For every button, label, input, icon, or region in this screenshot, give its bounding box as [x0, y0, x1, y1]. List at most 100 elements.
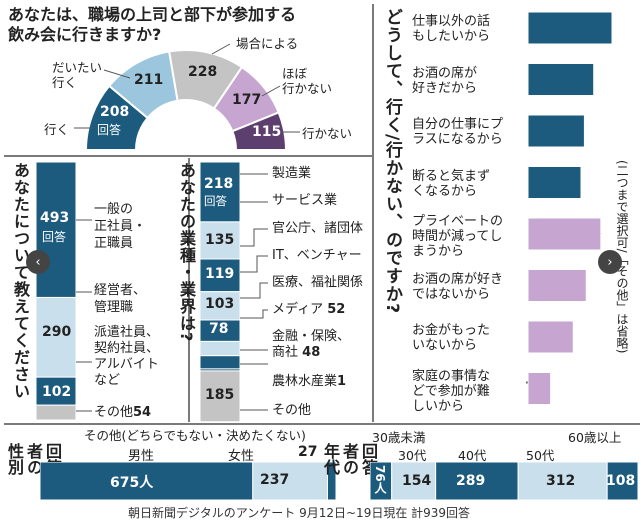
- q1-label-never: 行かない: [302, 126, 353, 141]
- q5-label-female: 女性: [228, 449, 255, 464]
- q4-reason-line: くなるから: [412, 183, 478, 199]
- q3-label-it: IT、ベンチャー: [272, 248, 362, 263]
- q3-unit-mfg: 回答: [204, 194, 227, 208]
- q2-unit-a: 回答: [42, 230, 67, 244]
- q6-value-s40: 289: [456, 473, 486, 489]
- q4-reason-label: 仕事以外の話 もしたいから: [412, 14, 490, 44]
- q3-label-svc: サービス業: [272, 193, 338, 208]
- q4-reason-line: もしたいから: [412, 29, 491, 44]
- q3-leader-lines: [240, 173, 268, 411]
- q3-bar-1: [200, 221, 240, 260]
- q2-label-a: 一般の 正社員・ 正職員: [94, 202, 147, 251]
- q6-stacked-bar: [370, 462, 639, 501]
- q2-title: あなたについて教えてください: [11, 162, 30, 400]
- q5-label-other: その他(どちらでもない・決めたくない): [84, 428, 306, 443]
- q6-label-o60: 60歳以上: [568, 430, 622, 445]
- q2-leader-lines: [76, 219, 92, 412]
- q4-note: (二つまで選択可/「その他」は省略): [615, 160, 629, 354]
- q5-stacked-bar: [40, 462, 337, 501]
- q4-reason-line: お酒の席が好き: [412, 271, 504, 287]
- q3-label-gov: 官公庁、諸団体: [272, 221, 364, 236]
- q6-value-s50: 312: [546, 473, 576, 489]
- q1-leader-lines: [74, 43, 300, 133]
- q4-reason-label: プライベートの 時間が減ってし まうから: [412, 214, 503, 259]
- q3-value-other: 185: [205, 387, 235, 403]
- q4-bar-2: [527, 114, 585, 148]
- q3-bar-5: [200, 340, 240, 357]
- q1-title: あなたは、職場の上司と部下が参加する 飲み会に行きますか?: [8, 5, 297, 44]
- q3-label-med: 医療、福祉関係: [272, 275, 364, 290]
- horizontal-divider-bottom: [4, 423, 640, 425]
- q4-reason-line: お金がもった: [412, 323, 491, 338]
- q4-reason-line: まうから: [412, 244, 465, 259]
- q6-bar-1: [391, 462, 437, 501]
- q3-label-fin: 金融・保険、 商社 48: [272, 329, 351, 360]
- q6-value-o60: 108: [606, 473, 636, 489]
- q3-stacked-bar: [200, 162, 240, 422]
- chevron-left-icon: ‹: [35, 254, 41, 270]
- q4-reason-line: 好きだから: [412, 80, 478, 96]
- q3-value-svc: 135: [205, 232, 235, 248]
- q4-reason-label: お酒の席が 好きだから: [412, 66, 477, 96]
- prev-slide-button[interactable]: ‹: [26, 250, 50, 274]
- q5-value-male: 675人: [110, 475, 154, 491]
- q3-bar-2: [200, 258, 240, 293]
- q5-bar-0: [40, 462, 254, 501]
- q3-value-agri: 1: [337, 374, 347, 389]
- q2-value-c: 102: [42, 384, 72, 400]
- q4-title: どうして、行く/行かない、のですか?: [382, 8, 402, 315]
- q4-reason-line: いないから: [412, 338, 478, 353]
- q4-reason-line: どで参加が難: [412, 383, 490, 399]
- q3-value-fin: 48: [302, 345, 321, 360]
- q1-value-mostly: 211: [134, 72, 164, 88]
- footer-source: 朝日新聞デジタルのアンケート 9月12日~19日現在 計939回答: [128, 506, 471, 520]
- q2-label-d: その他54: [94, 405, 152, 420]
- next-slide-button[interactable]: ›: [598, 250, 622, 274]
- q2-bar-3: [36, 404, 76, 421]
- horizontal-divider-top: [4, 155, 372, 157]
- q6-value-u30: 76人: [373, 465, 387, 494]
- q6-bar-4: [606, 462, 639, 501]
- q2-stacked-bar: [36, 162, 76, 421]
- q6-label-s40: 40代: [458, 448, 487, 463]
- q1-label-go: 行く: [44, 122, 70, 137]
- q1-value-depends: 228: [188, 64, 218, 80]
- q1-value-rarely: 177: [232, 92, 262, 108]
- q6-bar-2: [435, 462, 519, 501]
- q1-value-go: 208: [100, 104, 130, 120]
- q4-bar-7: [527, 372, 552, 405]
- q4-bar-5: [527, 269, 587, 302]
- q3-value-media: 52: [327, 302, 346, 317]
- q5-bar-2: [326, 462, 337, 501]
- vertical-divider-mid: [188, 158, 190, 422]
- chevron-right-icon: ›: [607, 254, 613, 270]
- q3-bar-8: [200, 370, 240, 422]
- q4-reason-line: 仕事以外の話: [412, 14, 491, 29]
- q2-value-b: 290: [42, 324, 72, 340]
- q4-reason-line: 自分の仕事にプ: [412, 117, 504, 132]
- q4-reason-label: 断ると気まず くなるから: [412, 169, 490, 199]
- q6-value-s30: 154: [402, 473, 432, 489]
- q3-value-it: 103: [205, 296, 235, 312]
- q3-bar-6: [200, 355, 240, 370]
- q6-title: 年代 者の 回答: [321, 443, 378, 475]
- q3-bar-3: [200, 291, 240, 321]
- q3-value-gov: 119: [205, 266, 235, 282]
- q4-bar-3: [527, 166, 582, 199]
- q4-reason-line: ではないから: [412, 286, 491, 302]
- q1-label-mostly: だいたい 行く: [52, 60, 103, 90]
- q4-reason-label: お酒の席が好き ではないから: [412, 272, 503, 302]
- q2-label-b: 経営者、 管理職: [94, 283, 147, 315]
- q4-reason-line: 時間が減ってし: [412, 229, 503, 244]
- q1-unit-go: 回答: [97, 123, 122, 137]
- q4-bar-1: [527, 63, 595, 96]
- q4-reason-line: 断ると気まず: [412, 168, 491, 184]
- q2-value-a: 493: [40, 210, 70, 226]
- q6-label-s50: 50代: [526, 448, 555, 463]
- q3-title: あなたの業種・業界は?: [177, 162, 196, 343]
- q1-value-never: 115: [252, 124, 282, 140]
- q4-reason-label: 家庭の事情な どで参加が難 しいから: [412, 369, 490, 414]
- q4-bar-6: [527, 320, 574, 354]
- q4-reason-line: お酒の席が: [412, 65, 478, 81]
- q4-reason-label: 自分の仕事にプ ラスになるから: [412, 117, 503, 147]
